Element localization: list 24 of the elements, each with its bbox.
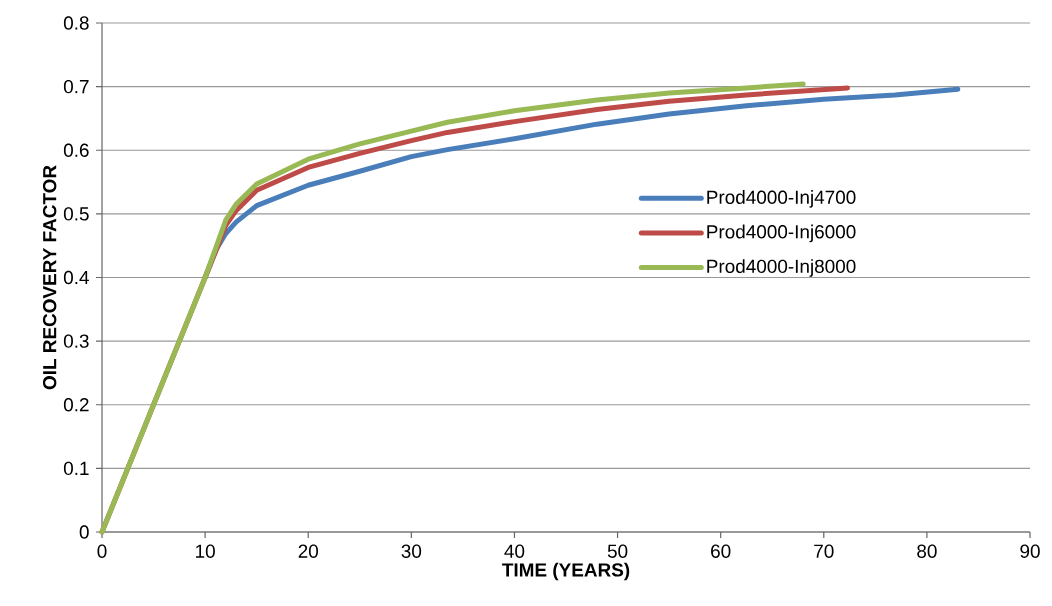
y-tick-label: 0.3: [63, 334, 89, 348]
y-axis-title: OIL RECOVERY FACTOR: [42, 165, 57, 390]
legend-label: Prod4000-Inj4700: [707, 190, 856, 208]
y-tick-label: 0.4: [63, 270, 89, 285]
x-tick-label: 90: [1020, 544, 1040, 558]
x-tick-label: 30: [401, 544, 422, 558]
y-tick-label: 0.6: [63, 143, 89, 157]
x-tick-label: 20: [298, 544, 319, 558]
x-tick-label: 10: [196, 544, 215, 558]
x-tick-label: 50: [607, 544, 628, 558]
legend-label: Prod4000-Inj6000: [707, 224, 856, 243]
x-axis-title: TIME (YEARS): [502, 562, 630, 581]
y-tick-label: 0: [79, 525, 89, 539]
legend-label: Prod4000-Inj8000: [707, 259, 856, 277]
x-tick-label: 40: [504, 544, 525, 558]
x-tick-label: 0: [97, 544, 107, 558]
y-tick-label: 0.7: [63, 79, 89, 94]
y-tick-label: 0.1: [63, 461, 89, 476]
x-tick-label: 70: [814, 544, 834, 558]
y-tick-label: 0.5: [63, 207, 89, 221]
y-tick-label: 0.8: [63, 16, 89, 30]
x-tick-label: 60: [711, 544, 731, 558]
y-tick-label: 0.2: [63, 398, 89, 412]
x-tick-label: 80: [917, 544, 937, 558]
